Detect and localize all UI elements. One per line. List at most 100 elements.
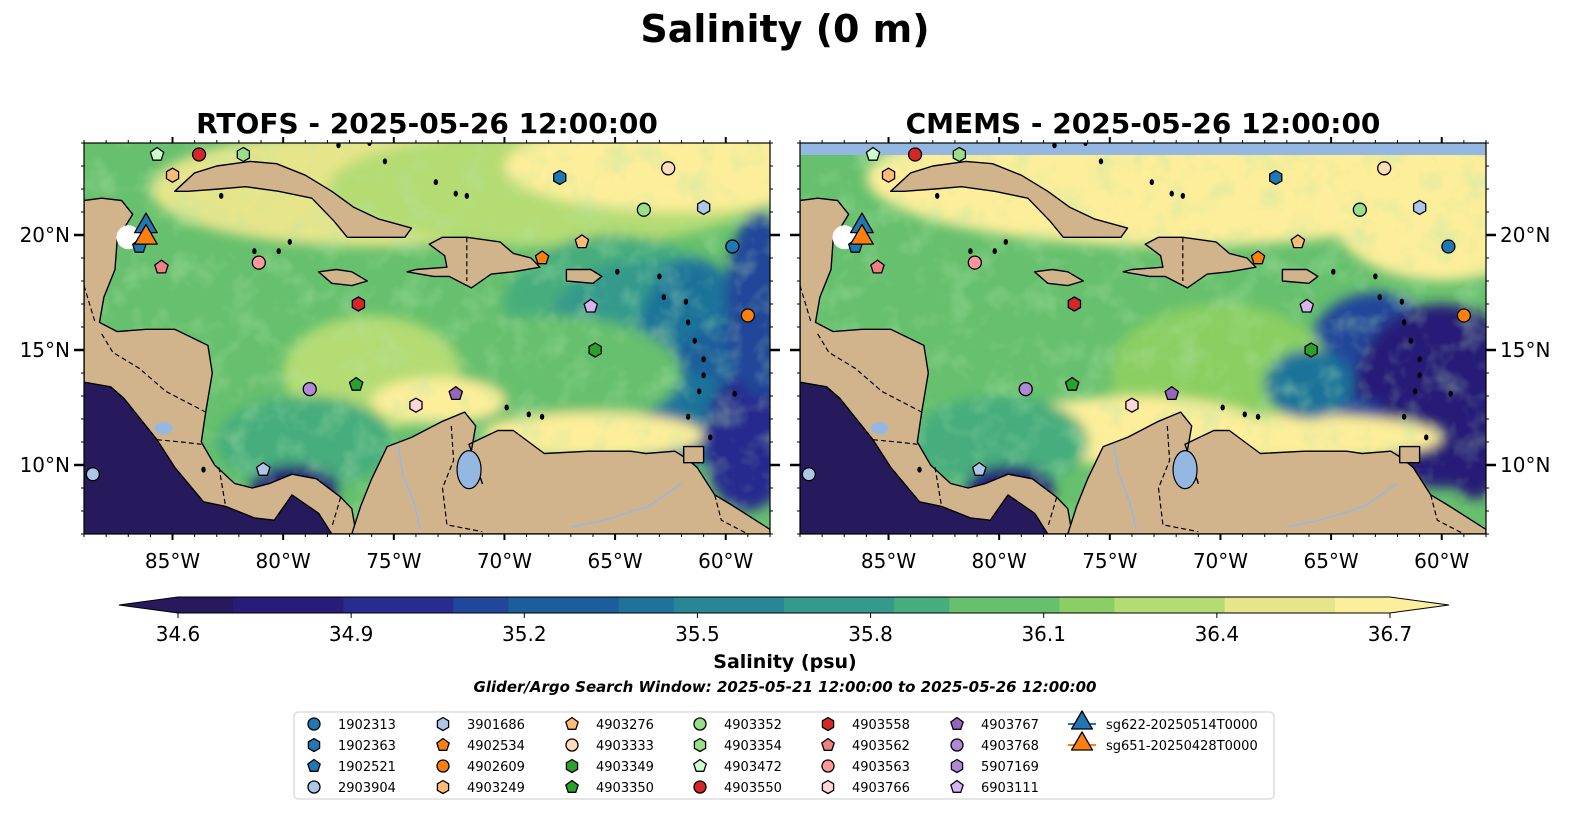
islet bbox=[732, 390, 737, 397]
platform-marker bbox=[191, 147, 207, 162]
platform-marker bbox=[1299, 298, 1315, 313]
colorbar-tick-label: 34.6 bbox=[156, 622, 201, 646]
platform-marker bbox=[1067, 296, 1082, 312]
colorbar-segment bbox=[728, 597, 785, 613]
islet bbox=[1083, 143, 1088, 146]
legend-marker bbox=[436, 716, 450, 732]
platform-marker bbox=[725, 239, 740, 254]
river bbox=[1113, 444, 1138, 530]
legend-label: 4903766 bbox=[852, 781, 910, 796]
platform-marker bbox=[907, 147, 923, 162]
colorbar-segment bbox=[1279, 597, 1336, 613]
platform-marker bbox=[302, 381, 317, 397]
land-trinidad bbox=[683, 445, 705, 464]
legend-label: 2903904 bbox=[338, 781, 396, 796]
legend-label: 1902313 bbox=[338, 718, 396, 733]
land-centralAmerica bbox=[84, 197, 357, 534]
lake-nicaragua bbox=[154, 422, 173, 435]
lon-tick-label: 80°W bbox=[256, 549, 311, 573]
legend-marker bbox=[950, 758, 964, 774]
colorbar-segment bbox=[673, 597, 730, 613]
country-border bbox=[1430, 494, 1465, 534]
land-hispaniola bbox=[1122, 236, 1257, 289]
islet bbox=[287, 238, 292, 245]
colorbar-tick-label: 35.5 bbox=[675, 622, 720, 646]
islet bbox=[692, 337, 697, 344]
islet bbox=[336, 143, 341, 149]
land-cuba bbox=[890, 160, 1129, 238]
platform-marker bbox=[149, 146, 165, 161]
figure-title: Salinity (0 m) bbox=[640, 7, 929, 51]
country-border bbox=[218, 467, 227, 507]
land-puertoRico bbox=[565, 268, 603, 284]
country-border bbox=[817, 333, 922, 413]
islet bbox=[1169, 190, 1174, 197]
lat-tick-label: 15°N bbox=[1500, 338, 1550, 362]
legend-label: sg622-20250514T0000 bbox=[1106, 718, 1258, 733]
islet bbox=[1149, 179, 1155, 186]
legend-label: 4903550 bbox=[724, 781, 782, 796]
search-window-note: Glider/Argo Search Window: 2025-05-21 12… bbox=[474, 678, 1097, 696]
legend-label: 5907169 bbox=[981, 760, 1039, 775]
islet bbox=[1401, 413, 1407, 420]
colorbar-segment bbox=[563, 597, 620, 613]
lon-tick-label: 65°W bbox=[587, 549, 642, 573]
islet bbox=[935, 192, 940, 199]
colorbar-tick-label: 36.4 bbox=[1195, 622, 1240, 646]
platform-marker bbox=[952, 146, 967, 163]
islet bbox=[1417, 356, 1422, 363]
islet bbox=[1220, 404, 1225, 411]
country-border bbox=[800, 285, 812, 323]
legend-label: 4902534 bbox=[467, 739, 525, 754]
platform-marker bbox=[448, 386, 464, 401]
colorbar-tick-label: 35.2 bbox=[502, 622, 547, 646]
colorbar-segment bbox=[508, 597, 565, 613]
river bbox=[1286, 482, 1398, 528]
platform-marker bbox=[1125, 397, 1139, 413]
legend-label: 4903472 bbox=[724, 760, 782, 775]
colorbar-tick-label: 36.1 bbox=[1021, 622, 1066, 646]
platform-marker bbox=[553, 169, 567, 186]
islet bbox=[433, 179, 439, 186]
islet bbox=[526, 411, 531, 418]
land-jamaica bbox=[317, 268, 368, 287]
lat-tick-label: 20°N bbox=[1500, 223, 1550, 247]
lon-tick-label: 85°W bbox=[861, 549, 916, 573]
islet bbox=[1003, 238, 1008, 245]
colorbar-segment bbox=[453, 597, 510, 613]
pacific-ocean bbox=[800, 382, 1048, 534]
platform-marker bbox=[1456, 308, 1472, 323]
islet bbox=[615, 268, 620, 275]
platform-marker bbox=[850, 223, 874, 245]
legend-label: sg651-20250428T0000 bbox=[1106, 739, 1258, 754]
legend-marker bbox=[565, 738, 579, 752]
lon-tick-label: 60°W bbox=[1414, 549, 1469, 573]
platform-marker bbox=[574, 234, 590, 249]
platform-marker bbox=[85, 467, 101, 482]
legend-label: 4903276 bbox=[596, 718, 654, 733]
land-jamaica bbox=[1033, 268, 1084, 287]
legend-label: 4903768 bbox=[981, 739, 1039, 754]
platform-marker bbox=[134, 223, 158, 245]
country-border bbox=[84, 285, 96, 323]
country-border bbox=[101, 333, 206, 413]
legend-marker bbox=[565, 716, 579, 730]
colorbar-segment bbox=[233, 597, 289, 613]
islet bbox=[992, 248, 997, 255]
legend-marker bbox=[436, 759, 450, 773]
islet bbox=[1052, 143, 1057, 149]
platform-marker bbox=[636, 202, 652, 217]
islet bbox=[1242, 411, 1247, 418]
no-data-strip bbox=[800, 143, 1486, 155]
lat-tick-label: 20°N bbox=[20, 223, 70, 247]
platform-marker bbox=[583, 298, 599, 313]
colorbar-segment bbox=[839, 597, 895, 613]
platform-marker bbox=[1269, 169, 1283, 186]
platform-marker bbox=[255, 461, 271, 476]
legend-label: 4903333 bbox=[596, 739, 654, 754]
platform-marker bbox=[870, 259, 885, 274]
islet bbox=[968, 248, 973, 255]
platform-marker bbox=[1290, 234, 1306, 249]
country-border bbox=[331, 497, 342, 528]
